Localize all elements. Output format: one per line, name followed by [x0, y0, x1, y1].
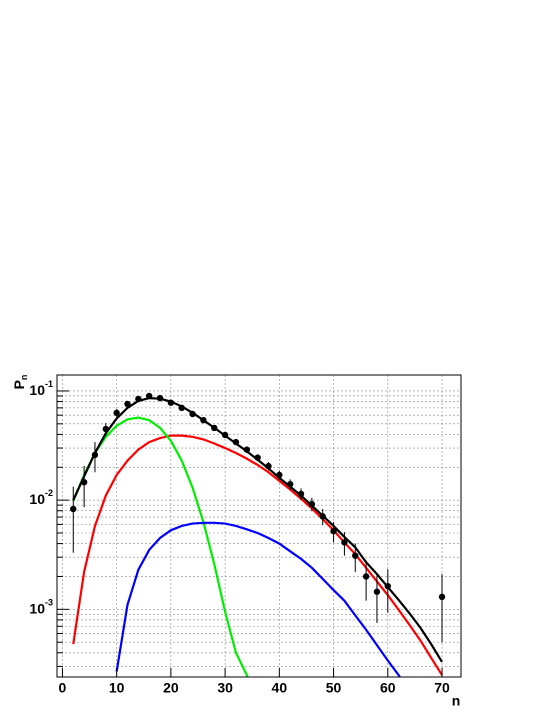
- x-tick-label: 20: [163, 680, 179, 696]
- y-tick-label-base: 10: [29, 382, 45, 398]
- data-point: [308, 500, 316, 508]
- data-point: [135, 395, 142, 403]
- plot-area: [57, 375, 461, 677]
- data-point: [286, 480, 294, 488]
- data-point: [178, 404, 185, 412]
- data-point: [156, 394, 164, 402]
- x-tick-label: 70: [434, 680, 450, 696]
- data-point: [211, 424, 218, 432]
- data-point: [80, 478, 88, 486]
- fit-curve: [72, 434, 443, 676]
- data-point: [102, 425, 110, 433]
- data-point: [373, 588, 381, 595]
- data-point: [330, 527, 337, 535]
- y-axis-label-main: P: [11, 380, 27, 389]
- x-tick-label: 60: [380, 680, 396, 696]
- x-tick-label: 30: [217, 680, 233, 696]
- data-point: [145, 392, 153, 400]
- data-point: [384, 582, 391, 590]
- fit-curve: [72, 416, 249, 677]
- data-point: [167, 399, 175, 406]
- data-point: [438, 593, 446, 601]
- x-axis-label: n: [452, 693, 461, 709]
- y-tick-label-base: 10: [29, 491, 45, 507]
- data-point: [221, 431, 229, 439]
- data-point: [232, 438, 240, 446]
- y-tick-label: 10-3: [29, 598, 53, 616]
- data-point: [254, 454, 261, 461]
- y-tick-label-exponent: -1: [45, 379, 53, 389]
- data-point: [124, 400, 131, 408]
- y-tick-label: 10-2: [29, 489, 53, 507]
- fit-curve: [115, 521, 402, 677]
- grid: [57, 375, 461, 677]
- data-point: [113, 409, 120, 417]
- data-point: [265, 462, 272, 470]
- x-tick-label: 50: [326, 680, 342, 696]
- data-point: [352, 552, 359, 559]
- y-axis-label: Pn: [11, 375, 30, 390]
- data-point: [341, 539, 348, 546]
- data-point: [189, 410, 196, 418]
- data-point: [276, 471, 283, 479]
- data-point: [200, 416, 207, 424]
- data-point: [297, 490, 305, 498]
- data-point: [243, 446, 250, 453]
- plot-frame: [56, 374, 462, 678]
- y-axis-label-sub: n: [19, 375, 29, 381]
- y-tick-label-exponent: -3: [45, 598, 53, 608]
- data-point: [319, 513, 326, 520]
- data-point: [91, 451, 99, 459]
- x-tick-label: 0: [59, 680, 67, 696]
- data-points: [70, 392, 446, 643]
- y-tick-label: 10-1: [29, 379, 53, 397]
- data-point: [70, 505, 77, 513]
- data-point: [362, 573, 370, 580]
- x-tick-label: 10: [109, 680, 125, 696]
- y-tick-label-exponent: -2: [45, 489, 53, 499]
- x-tick-label: 40: [272, 680, 288, 696]
- y-tick-label-base: 10: [29, 600, 45, 616]
